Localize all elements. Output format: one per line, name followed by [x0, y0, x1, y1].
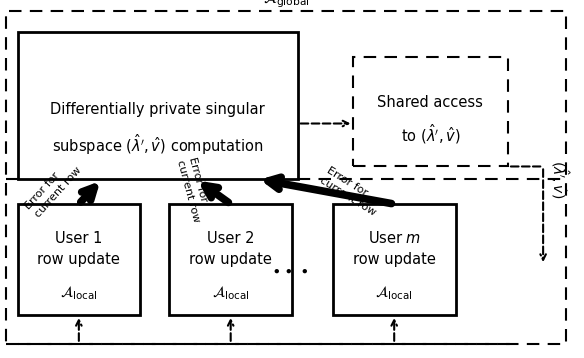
- Text: User 1: User 1: [55, 231, 103, 246]
- Text: $\mathcal{A}_{\mathrm{local}}$: $\mathcal{A}_{\mathrm{local}}$: [376, 285, 413, 303]
- Text: Error for
current row: Error for current row: [23, 157, 83, 219]
- Text: Error for
current row: Error for current row: [318, 165, 384, 218]
- Text: to $(\hat{\lambda}^{\prime}, \hat{v})$: to $(\hat{\lambda}^{\prime}, \hat{v})$: [401, 122, 460, 146]
- Text: Error for
current row: Error for current row: [175, 156, 213, 224]
- Text: User 2: User 2: [207, 231, 255, 246]
- Text: Shared access: Shared access: [377, 95, 484, 110]
- Text: Differentially private singular: Differentially private singular: [50, 102, 265, 117]
- Text: $\mathcal{A}_{\mathrm{global}}$: $\mathcal{A}_{\mathrm{global}}$: [263, 0, 310, 10]
- Text: row update: row update: [353, 252, 436, 267]
- Text: row update: row update: [189, 252, 272, 267]
- Text: $\mathcal{A}_{\mathrm{local}}$: $\mathcal{A}_{\mathrm{local}}$: [60, 285, 98, 303]
- Text: $\mathcal{A}_{\mathrm{local}}$: $\mathcal{A}_{\mathrm{local}}$: [212, 285, 249, 303]
- Text: User $m$: User $m$: [367, 230, 421, 246]
- Bar: [333, 204, 456, 315]
- Bar: [353, 57, 508, 166]
- Bar: [18, 32, 298, 179]
- Text: $(\hat{\lambda}^{\prime}, \hat{v})$: $(\hat{\lambda}^{\prime}, \hat{v})$: [548, 160, 571, 198]
- Bar: [169, 204, 292, 315]
- Text: $\bullet\bullet\bullet$: $\bullet\bullet\bullet$: [270, 263, 308, 278]
- Text: subspace $(\hat{\lambda}^{\prime}, \hat{v})$ computation: subspace $(\hat{\lambda}^{\prime}, \hat{…: [52, 132, 263, 158]
- Bar: [18, 204, 140, 315]
- Text: row update: row update: [37, 252, 120, 267]
